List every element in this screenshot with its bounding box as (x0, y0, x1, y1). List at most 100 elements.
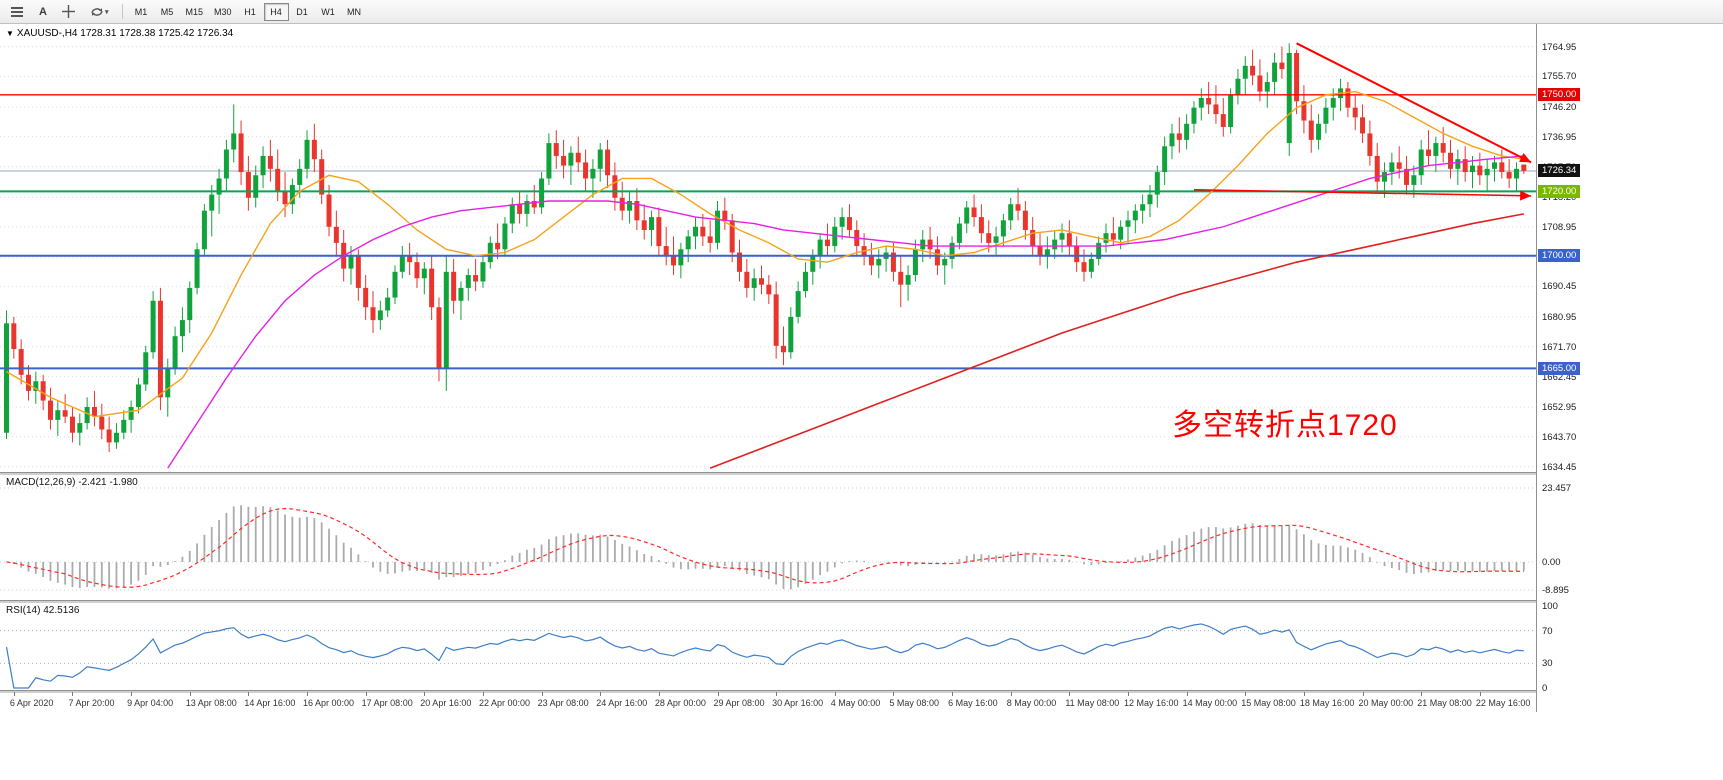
time-axis-label: 7 Apr 20:00 (68, 698, 115, 708)
candle-body (839, 217, 845, 227)
candle-body (1506, 172, 1512, 179)
time-tick (658, 692, 660, 696)
candle-body (172, 336, 178, 369)
timeframe-button-w1[interactable]: W1 (316, 3, 341, 21)
candle-body (949, 242, 955, 259)
time-axis-label: 8 May 00:00 (1006, 698, 1057, 708)
candle-body (1140, 204, 1146, 211)
candle-body (1374, 155, 1380, 182)
candle-body (685, 236, 691, 250)
time-tick (189, 692, 191, 696)
macd-panel[interactable] (0, 474, 1536, 600)
timeframe-button-mn[interactable]: MN (342, 3, 367, 21)
time-axis[interactable]: 6 Apr 2020 7 Apr 20:00 9 Apr 04:00 13 Apr 0… (0, 692, 1536, 712)
time-tick (1069, 692, 1071, 696)
candle-body (1132, 210, 1138, 221)
candle-body (502, 223, 508, 250)
timeframe-button-h4[interactable]: H4 (263, 2, 289, 21)
candle-body (1191, 107, 1197, 124)
price-scale-label: 1643.70 (1542, 431, 1577, 443)
candle-body (1015, 204, 1021, 211)
candle-body (238, 133, 244, 173)
candle-body (729, 220, 735, 253)
time-axis-label: 14 May 00:00 (1182, 698, 1238, 708)
candle-body (751, 278, 757, 288)
candle-body (744, 271, 750, 288)
panel-separator-main-macd[interactable] (0, 472, 1723, 475)
candle-body (260, 155, 266, 176)
rsi-label: RSI(14) 42.5136 (6, 605, 80, 616)
descending-resistance-trendline[interactable] (1296, 42, 1532, 164)
menu-icon[interactable] (3, 2, 31, 22)
candle-body (1103, 233, 1109, 243)
candle-body (1044, 249, 1050, 256)
candle-body (905, 275, 911, 285)
candle-body (1462, 159, 1468, 173)
price-scale[interactable]: 1764.951755.701746.201736.951727.701718.… (1536, 24, 1723, 712)
candle-body (575, 152, 581, 163)
main-price-chart[interactable] (0, 24, 1536, 472)
macd-label: MACD(12,26,9) -2.421 -1.980 (6, 477, 138, 488)
candle-body (135, 384, 141, 407)
panel-separator-rsi-axis[interactable] (0, 690, 1723, 693)
candle-body (121, 419, 127, 433)
rsi-scale-label: 30 (1542, 658, 1553, 670)
candle-body (583, 162, 589, 179)
timeframe-button-h1[interactable]: H1 (238, 3, 263, 21)
candle-body (1118, 226, 1124, 240)
candle-body (707, 236, 713, 243)
timeframe-button-m30[interactable]: M30 (209, 3, 237, 21)
candle-body (509, 204, 515, 224)
candle-body (231, 133, 237, 150)
candle-body (1242, 65, 1248, 79)
time-tick (541, 692, 543, 696)
time-tick (834, 692, 836, 696)
candle-body (333, 226, 339, 243)
text-tool-icon[interactable]: A (32, 2, 54, 22)
candle-body (289, 184, 295, 205)
time-tick (131, 692, 133, 696)
panel-separator-macd-rsi[interactable] (0, 600, 1723, 603)
chart-title: ▼ XAUUSD-,H4 1728.31 1728.38 1725.42 1726… (6, 28, 233, 39)
price-badge-1726.34: 1726.34 (1538, 164, 1581, 178)
support-1720-ray[interactable] (1193, 189, 1532, 197)
candle-body (634, 201, 640, 221)
candle-body (553, 143, 559, 156)
candle-body (846, 217, 852, 230)
time-tick (365, 692, 367, 696)
candle-body (311, 139, 317, 160)
candle-body (370, 307, 376, 321)
timeframe-button-m1[interactable]: M1 (129, 3, 154, 21)
candle-body (128, 406, 134, 420)
candle-body (693, 226, 699, 237)
timeframe-button-m5[interactable]: M5 (155, 3, 180, 21)
timeframe-button-d1[interactable]: D1 (290, 3, 315, 21)
support-1720-ray-arrow-icon (1520, 190, 1532, 201)
candle-body (18, 349, 24, 375)
candle-body (1000, 220, 1006, 237)
candle-body (1323, 107, 1329, 124)
candle-body (392, 271, 398, 298)
candle-body (641, 220, 647, 230)
rsi-panel[interactable] (0, 602, 1536, 690)
candle-body (1308, 120, 1314, 140)
candle-body (267, 155, 273, 169)
candle-body (1433, 143, 1439, 156)
price-scale-label: 1652.95 (1542, 402, 1577, 414)
time-tick (1245, 692, 1247, 696)
candle-body (1499, 162, 1505, 173)
candle-body (363, 287, 369, 308)
candle-body (1360, 117, 1366, 134)
timeframe-button-m15[interactable]: M15 (181, 3, 209, 21)
time-tick (482, 692, 484, 696)
candle-body (326, 194, 332, 227)
candle-body (605, 149, 611, 176)
expander-icon[interactable]: ▼ (6, 29, 14, 38)
template-dropdown-button[interactable]: ▾ (83, 2, 116, 22)
crosshair-icon[interactable] (55, 2, 82, 22)
candle-body (671, 255, 677, 266)
time-tick (1479, 692, 1481, 696)
candle-body (487, 242, 493, 263)
candle-body (1455, 159, 1461, 169)
chart-window[interactable]: ▼ XAUUSD-,H4 1728.31 1728.38 1725.42 1726… (0, 24, 1723, 780)
